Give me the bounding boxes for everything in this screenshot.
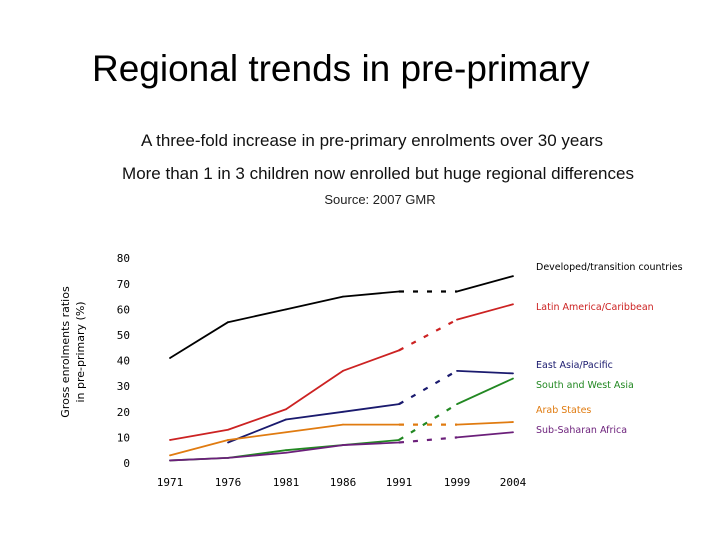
- data-point-arab-states: [512, 421, 514, 423]
- data-point-developed-transition-countries: [169, 357, 171, 359]
- data-point-sub-saharan-africa: [456, 436, 458, 439]
- data-point-sub-saharan-africa: [285, 451, 287, 454]
- data-point-latin-america-caribbean: [456, 318, 458, 321]
- data-point-developed-transition-countries: [456, 290, 458, 293]
- y-axis-label-line2: in pre-primary (%): [74, 301, 87, 402]
- data-point-arab-states: [169, 454, 171, 457]
- series-label-developed-transition-countries: Developed/transition countries: [536, 262, 683, 273]
- data-point-developed-transition-countries: [342, 295, 344, 298]
- series-line-recent-latin-america-caribbean: [456, 303, 514, 321]
- y-tick-label: 20: [117, 406, 130, 419]
- data-point-arab-states: [342, 423, 344, 426]
- data-point-east-asia-pacific: [227, 441, 229, 444]
- series-label-latin-america-caribbean: Latin America/Caribbean: [536, 302, 654, 313]
- data-point-sub-saharan-africa: [398, 441, 400, 444]
- y-tick-label: 10: [117, 431, 130, 444]
- data-point-sub-saharan-africa: [169, 459, 171, 462]
- series-line-developed-transition-countries: [169, 290, 400, 359]
- x-tick-label: 1999: [444, 476, 471, 489]
- x-tick-label: 1991: [386, 476, 413, 489]
- x-tick-label: 1986: [330, 476, 357, 489]
- data-point-sub-saharan-africa: [342, 444, 344, 446]
- x-tick-label: 1981: [273, 476, 300, 489]
- data-point-latin-america-caribbean: [512, 303, 514, 306]
- data-point-latin-america-caribbean: [169, 439, 171, 441]
- page-title: Regional trends in pre-primary: [92, 48, 590, 89]
- series-line-recent-developed-transition-countries: [456, 275, 514, 293]
- y-tick-label: 40: [117, 355, 130, 368]
- x-tick-label: 2004: [500, 476, 527, 489]
- data-point-latin-america-caribbean: [398, 349, 400, 352]
- data-point-arab-states: [456, 423, 458, 426]
- series-gap-sub-saharan-africa: [398, 436, 458, 444]
- data-point-sub-saharan-africa: [227, 456, 229, 459]
- data-point-developed-transition-countries: [512, 275, 514, 278]
- data-point-developed-transition-countries: [398, 290, 400, 293]
- series-gap-east-asia-pacific: [398, 369, 458, 406]
- data-point-arab-states: [227, 439, 229, 441]
- data-point-arab-states: [398, 423, 400, 426]
- y-tick-label: 80: [117, 252, 130, 265]
- series-line-sub-saharan-africa: [169, 441, 400, 462]
- series-line-latin-america-caribbean: [169, 349, 400, 441]
- series-label-arab-states: Arab States: [536, 405, 591, 416]
- series-line-south-and-west-asia: [169, 439, 400, 462]
- data-point-developed-transition-countries: [285, 308, 287, 311]
- subtitle-increase: A three-fold increase in pre-primary enr…: [140, 131, 604, 150]
- data-point-latin-america-caribbean: [227, 428, 229, 431]
- series-lines: [169, 275, 514, 462]
- y-axis-label: Gross enrolments ratios in pre-primary (…: [59, 286, 87, 418]
- x-tick-label: 1971: [157, 476, 184, 489]
- series-line-recent-sub-saharan-africa: [456, 431, 514, 439]
- data-point-south-and-west-asia: [456, 403, 458, 406]
- data-point-south-and-west-asia: [398, 439, 400, 441]
- x-tick-label: 1976: [215, 476, 242, 489]
- data-point-east-asia-pacific: [512, 372, 514, 375]
- y-tick-label: 0: [123, 457, 130, 470]
- data-point-latin-america-caribbean: [342, 369, 344, 372]
- data-point-latin-america-caribbean: [285, 408, 287, 411]
- y-tick-label: 50: [117, 329, 130, 342]
- data-point-arab-states: [285, 431, 287, 434]
- y-tick-label: 70: [117, 278, 130, 291]
- y-tick-labels: 0 10 20 30 40 50 60 70 80: [117, 252, 130, 470]
- data-point-developed-transition-countries: [227, 321, 229, 324]
- data-point-east-asia-pacific: [342, 410, 344, 413]
- series-gap-latin-america-caribbean: [398, 318, 458, 352]
- series-line-east-asia-pacific: [227, 403, 400, 444]
- subtitle-enrolled: More than 1 in 3 children now enrolled b…: [122, 164, 634, 183]
- y-tick-label: 60: [117, 303, 130, 316]
- data-point-east-asia-pacific: [285, 418, 287, 421]
- y-tick-label: 30: [117, 380, 130, 393]
- x-tick-labels: 1971 1976 1981 1986 1991 1999 2004: [157, 476, 527, 489]
- series-line-recent-east-asia-pacific: [456, 369, 514, 375]
- series-label-south-and-west-asia: South and West Asia: [536, 380, 634, 391]
- data-point-east-asia-pacific: [456, 369, 458, 372]
- data-point-south-and-west-asia: [512, 377, 514, 380]
- series-labels: Developed/transition countries Latin Amer…: [536, 262, 683, 436]
- series-gap-south-and-west-asia: [398, 403, 458, 441]
- source-note: Source: 2007 GMR: [324, 192, 436, 207]
- data-point-sub-saharan-africa: [512, 431, 514, 434]
- data-point-south-and-west-asia: [285, 449, 287, 452]
- series-label-sub-saharan-africa: Sub-Saharan Africa: [536, 425, 627, 436]
- y-axis-label-line1: Gross enrolments ratios: [59, 286, 72, 418]
- data-point-east-asia-pacific: [398, 403, 400, 406]
- series-label-east-asia-pacific: East Asia/Pacific: [536, 360, 613, 371]
- series-line-recent-south-and-west-asia: [456, 377, 514, 405]
- series-line-recent-arab-states: [456, 421, 514, 426]
